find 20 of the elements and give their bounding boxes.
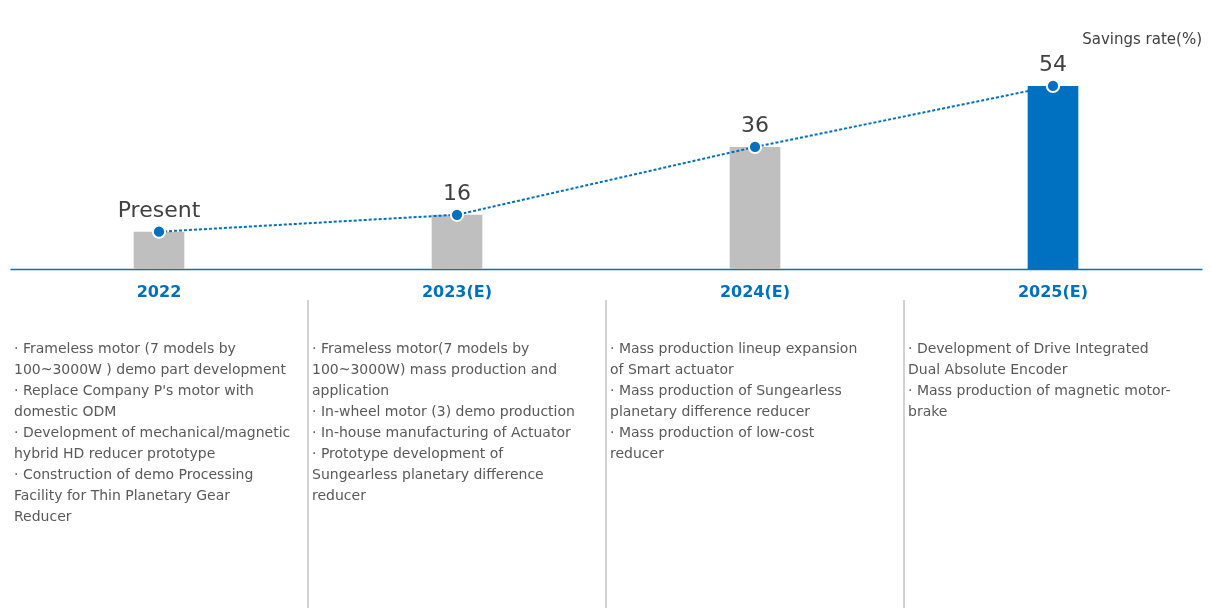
data-label: 54	[1039, 50, 1067, 76]
text: · Frameless motor (7 models by 100~3000W ) demo part development · Replace Company P's motor with domestic ODM · Development of mechanical/magnetic hybrid HD reducer prototype · Construction of demo Processing Facility for Thin Planetary Gear Reducer	[14, 340, 291, 524]
bar	[431, 214, 483, 269]
text: · Development of Drive Integrated Dual Absolute Encoder · Mass production of magnetic motor-brake	[908, 340, 1171, 419]
y-axis-title: Savings rate(%)	[1082, 30, 1202, 48]
point	[449, 207, 465, 222]
x-tick-label: 2025(E)	[1017, 281, 1089, 301]
point	[747, 139, 763, 155]
data-label: 36	[741, 111, 769, 137]
bar	[133, 231, 185, 269]
text: · Mass production lineup expansion of Smart actuator · Mass production of Sungearless planetary difference reducer · Mass production of low-cost reducer	[610, 340, 858, 461]
x-tick-label: 2022	[136, 281, 182, 301]
data-label: 16	[443, 179, 471, 205]
point	[151, 224, 167, 239]
x-tick-label: 2023(E)	[421, 281, 493, 301]
x-tick-label: 2024(E)	[719, 281, 791, 301]
text: · Frameless motor(7 models by 100~3000W) mass production and application · In-wheel motor (3) demo production · In-house manufacturing of Actuator · Prototype development of Sungearless planetary difference reducer	[312, 340, 575, 503]
data-label: Present	[117, 196, 201, 222]
bar	[729, 146, 781, 269]
point	[1045, 78, 1061, 94]
